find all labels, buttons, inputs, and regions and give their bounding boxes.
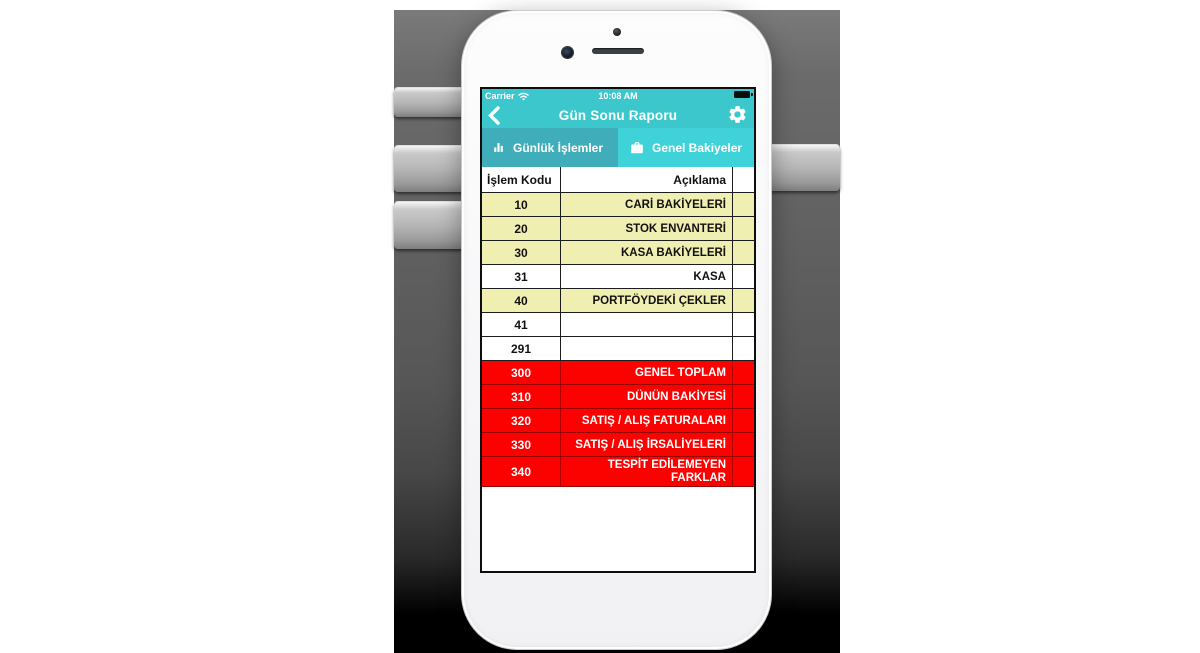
cell-islem-kodu: 30 — [482, 241, 561, 264]
carrier-label: Carrier — [485, 91, 515, 101]
volume-up-button — [394, 146, 466, 192]
clock: 10:08 AM — [598, 91, 638, 101]
cell-islem-kodu: 330 — [482, 433, 561, 456]
mute-switch — [394, 88, 466, 117]
battery-icon — [734, 91, 753, 98]
cell-islem-kodu: 20 — [482, 217, 561, 240]
cell-aciklama: STOK ENVANTERİ — [561, 217, 733, 240]
cell-islem-kodu: 40 — [482, 289, 561, 312]
header-islem-kodu: İşlem Kodu — [482, 167, 561, 192]
tab-genel-bakiyeler[interactable]: Genel Bakiyeler — [618, 128, 754, 167]
cell-extra — [733, 289, 754, 312]
cell-extra — [733, 433, 754, 456]
cell-extra — [733, 241, 754, 264]
cell-aciklama: SATIŞ / ALIŞ İRSALİYELERİ — [561, 433, 733, 456]
cell-islem-kodu: 291 — [482, 337, 561, 360]
app-screen: Carrier 10:08 AM Gün Sonu Raporu — [480, 87, 756, 573]
cell-aciklama: GENEL TOPLAM — [561, 361, 733, 384]
cell-aciklama: SATIŞ / ALIŞ FATURALARI — [561, 409, 733, 432]
table-header-row: İşlem Kodu Açıklama — [482, 167, 754, 193]
cell-extra — [733, 409, 754, 432]
cell-extra — [733, 265, 754, 288]
header-aciklama: Açıklama — [561, 167, 733, 192]
table-row[interactable]: 20 STOK ENVANTERİ — [482, 217, 754, 241]
table-row[interactable]: 340 TESPİT EDİLEMEYEN FARKLAR — [482, 457, 754, 487]
tab-gunluk-islemler[interactable]: Günlük İşlemler — [482, 128, 618, 167]
cell-islem-kodu: 31 — [482, 265, 561, 288]
cell-islem-kodu: 10 — [482, 193, 561, 216]
table-row[interactable]: 310 DÜNÜN BAKİYESİ — [482, 385, 754, 409]
cell-aciklama: PORTFÖYDEKİ ÇEKLER — [561, 289, 733, 312]
cell-extra — [733, 385, 754, 408]
earpiece-speaker — [592, 48, 644, 54]
table-row[interactable]: 300 GENEL TOPLAM — [482, 361, 754, 385]
briefcase-icon — [631, 141, 643, 153]
navigation-bar: Gün Sonu Raporu — [482, 102, 754, 129]
status-bar: Carrier 10:08 AM — [482, 89, 754, 102]
tab-bar: Günlük İşlemler Genel Bakiyeler — [482, 128, 754, 167]
wifi-icon — [517, 92, 529, 100]
cell-extra — [733, 217, 754, 240]
table-row[interactable]: 30 KASA BAKİYELERİ — [482, 241, 754, 265]
cell-extra — [733, 313, 754, 336]
table-row[interactable]: 291 — [482, 337, 754, 361]
header-extra — [733, 167, 754, 192]
page-title: Gün Sonu Raporu — [558, 108, 678, 123]
cell-extra — [733, 193, 754, 216]
cell-aciklama: DÜNÜN BAKİYESİ — [561, 385, 733, 408]
table-row[interactable]: 320 SATIŞ / ALIŞ FATURALARI — [482, 409, 754, 433]
proximity-sensor — [613, 28, 621, 36]
table-row[interactable]: 10 CARİ BAKİYELERİ — [482, 193, 754, 217]
cell-extra — [733, 337, 754, 360]
table-row[interactable]: 31 KASA — [482, 265, 754, 289]
table-row[interactable]: 40 PORTFÖYDEKİ ÇEKLER — [482, 289, 754, 313]
power-button — [766, 145, 840, 191]
cell-aciklama — [561, 313, 733, 336]
volume-down-button — [394, 202, 466, 249]
gear-icon[interactable] — [727, 104, 748, 125]
table-row[interactable]: 330 SATIŞ / ALIŞ İRSALİYELERİ — [482, 433, 754, 457]
bar-chart-icon — [494, 143, 503, 152]
front-camera — [562, 47, 573, 58]
cell-islem-kodu: 320 — [482, 409, 561, 432]
app-header: Carrier 10:08 AM Gün Sonu Raporu — [482, 89, 754, 128]
table-row[interactable]: 41 — [482, 313, 754, 337]
cell-aciklama — [561, 337, 733, 360]
report-table: İşlem Kodu Açıklama 10 CARİ BAKİYELERİ 20 S… — [482, 167, 754, 487]
cell-aciklama: CARİ BAKİYELERİ — [561, 193, 733, 216]
cell-extra — [733, 361, 754, 384]
back-button[interactable] — [487, 106, 501, 125]
table-body: 10 CARİ BAKİYELERİ 20 STOK ENVANTERİ 30 KASA … — [482, 193, 754, 487]
cell-islem-kodu: 41 — [482, 313, 561, 336]
cell-islem-kodu: 340 — [482, 457, 561, 486]
iphone-mockup: Carrier 10:08 AM Gün Sonu Raporu — [461, 10, 772, 650]
cell-islem-kodu: 300 — [482, 361, 561, 384]
cell-extra — [733, 457, 754, 486]
cell-aciklama: KASA BAKİYELERİ — [561, 241, 733, 264]
cell-aciklama: KASA — [561, 265, 733, 288]
cell-aciklama: TESPİT EDİLEMEYEN FARKLAR — [561, 457, 733, 486]
tab-label: Genel Bakiyeler — [652, 140, 743, 155]
cell-islem-kodu: 310 — [482, 385, 561, 408]
tab-label: Günlük İşlemler — [513, 140, 604, 155]
